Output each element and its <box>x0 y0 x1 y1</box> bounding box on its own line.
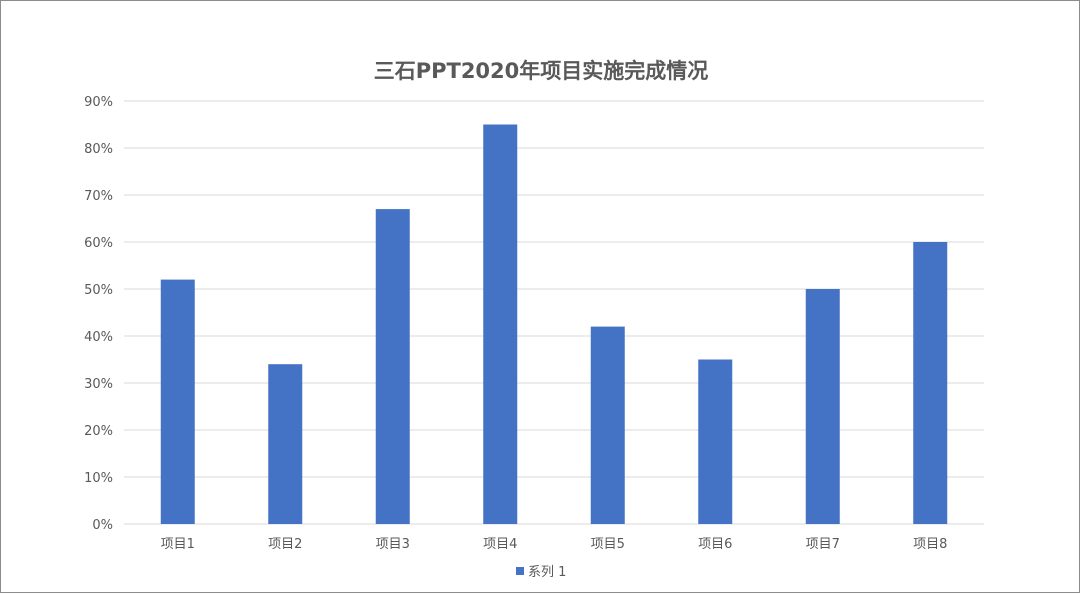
bar <box>375 209 410 524</box>
y-tick-label: 90% <box>84 95 113 110</box>
x-tick-label: 项目2 <box>268 537 302 552</box>
y-tick-label: 10% <box>84 471 113 486</box>
bar <box>160 279 195 524</box>
x-tick-label: 项目5 <box>591 537 625 552</box>
y-tick-label: 40% <box>84 330 113 345</box>
bars <box>160 124 948 524</box>
y-tick-label: 50% <box>84 283 113 298</box>
x-tick-label: 项目4 <box>483 537 517 552</box>
bar <box>805 289 840 524</box>
bar <box>913 242 948 524</box>
bar <box>590 326 625 524</box>
chart-title: 三石PPT2020年项目实施完成情况 <box>374 59 709 83</box>
bar <box>268 364 303 524</box>
gridlines <box>124 100 984 525</box>
y-axis-ticks: 0% 10% 20% 30% 40% 50% 60% 70% 80% 90% <box>84 95 113 533</box>
x-tick-label: 项目7 <box>806 537 840 552</box>
x-tick-label: 项目1 <box>161 537 195 552</box>
y-tick-label: 30% <box>84 377 113 392</box>
x-axis-ticks: 项目1 项目2 项目3 项目4 项目5 项目6 项目7 项目8 <box>161 537 948 552</box>
x-tick-label: 项目3 <box>376 537 410 552</box>
y-tick-label: 70% <box>84 189 113 204</box>
y-tick-label: 60% <box>84 236 113 251</box>
legend: 系列 1 <box>516 565 566 580</box>
bar <box>483 124 518 524</box>
y-tick-label: 0% <box>92 518 113 533</box>
legend-swatch <box>516 567 524 575</box>
x-tick-label: 项目8 <box>913 537 947 552</box>
x-tick-label: 项目6 <box>698 537 732 552</box>
y-tick-label: 80% <box>84 142 113 157</box>
bar <box>698 359 733 524</box>
y-tick-label: 20% <box>84 424 113 439</box>
legend-label: 系列 1 <box>528 565 566 580</box>
